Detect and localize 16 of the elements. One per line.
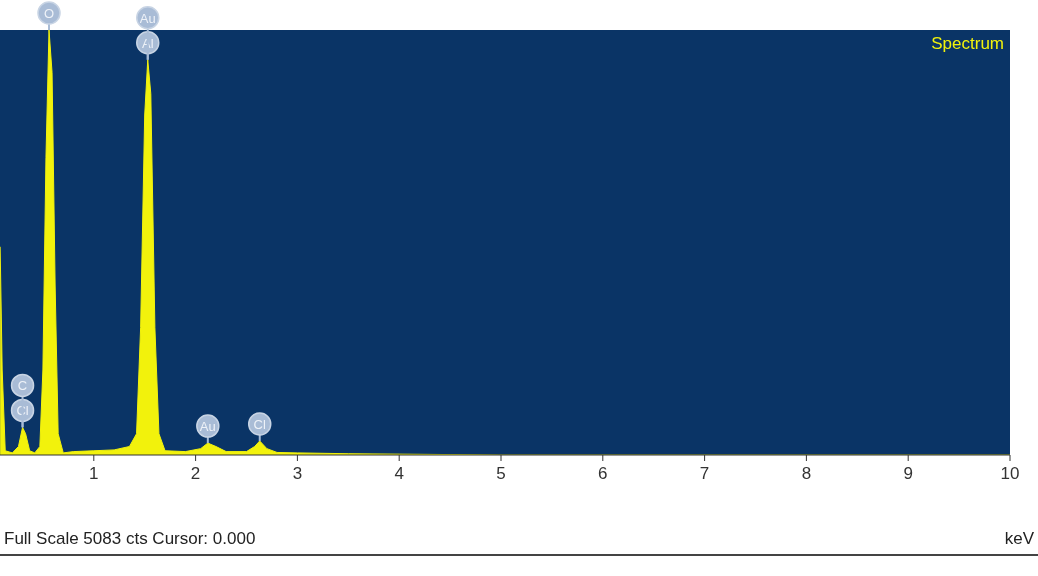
x-axis-title: keV (1004, 529, 1034, 549)
x-tick-label: 3 (292, 464, 303, 484)
annotation: O (43, 6, 55, 21)
x-tick-label: 2 (190, 464, 201, 484)
x-tick-label: 6 (598, 464, 608, 484)
text: Spectrum (931, 34, 1004, 53)
x-tick-label: 7 (699, 464, 710, 484)
x-tick-label: 9 (903, 464, 913, 484)
x-tick-label: 5 (496, 464, 506, 484)
x-tick-label: 8 (801, 464, 812, 484)
x-tick-label: 10 (1000, 464, 1020, 484)
annotation: C (17, 378, 28, 394)
annotation: Au (139, 10, 156, 26)
x-tick-label: 1 (89, 464, 99, 484)
text: Full Scale 5083 cts Cursor: 0.000 (4, 529, 256, 549)
x-tick-label: 4 (394, 464, 404, 484)
